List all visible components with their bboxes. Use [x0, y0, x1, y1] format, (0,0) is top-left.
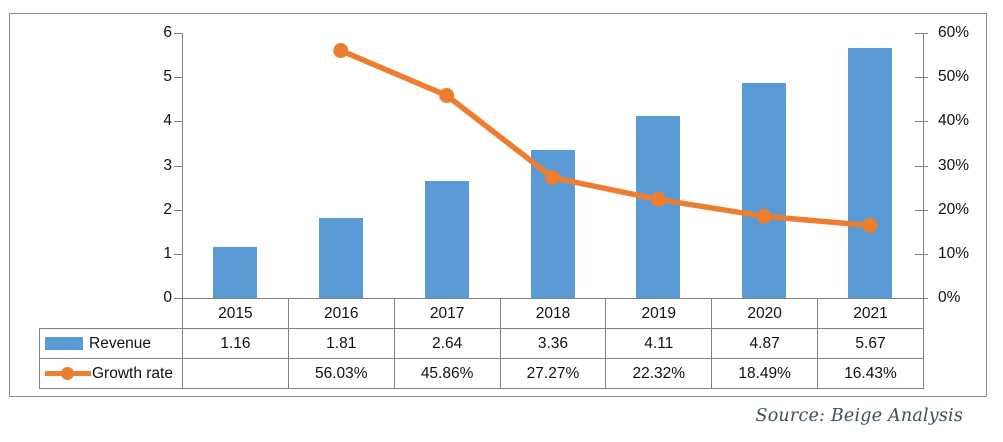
revenue-value-cell: 5.67 [817, 328, 924, 359]
year-header-cell: 2015 [182, 298, 289, 329]
legend-label: Growth rate [92, 364, 173, 382]
left-axis-tick [174, 209, 183, 211]
right-axis-tick-label: 60% [938, 24, 970, 41]
growth-rate-point [862, 217, 878, 233]
year-header-row: 2015 2016 2017 2018 2019 2020 2021 [40, 298, 924, 329]
legend-cell: Growth rate [39, 358, 183, 389]
left-axis-tick [174, 33, 183, 34]
year-header-cell: 2021 [817, 298, 924, 329]
legend-cell: Revenue [39, 328, 183, 359]
year-header-cell: 2018 [499, 298, 607, 329]
left-axis-tick [174, 298, 183, 299]
revenue-bar-2019 [636, 116, 681, 298]
revenue-value-cell: 2.64 [393, 328, 501, 359]
growth-rate-value-cell: 16.43% [817, 358, 924, 389]
left-axis-tick [174, 253, 183, 255]
left-axis-tick-label: 6 [163, 24, 172, 41]
legend-key: Growth rate [41, 364, 182, 383]
revenue-value-cell: 1.81 [287, 328, 395, 359]
revenue-bar-2020 [742, 82, 787, 298]
growth-rate-marker-icon [45, 367, 91, 380]
right-axis-tick-label: 20% [938, 200, 970, 218]
revenue-swatch-icon [45, 337, 83, 350]
revenue-value-cell: 1.16 [182, 328, 289, 359]
left-axis-tick-label: 2 [163, 200, 172, 218]
source-note: Source: Beige Analysis [755, 406, 963, 426]
right-axis-tick-label: 10% [938, 244, 970, 262]
right-axis-tick-label: 40% [938, 112, 970, 130]
revenue-bar-2016 [318, 218, 363, 298]
legend-key: Revenue [41, 334, 182, 353]
data-table: 2015 2016 2017 2018 2019 2020 2021 Revenue 1.16 1… [39, 298, 924, 389]
growth-rate-value-cell: 56.03% [287, 358, 395, 389]
left-axis-tick-label: 4 [163, 112, 172, 130]
table-row-growth-rate: Growth rate 56.03% 45.86% 27.27% 22.32% 18.49… [39, 358, 924, 389]
left-axis-tick [174, 77, 183, 79]
revenue-value-cell: 4.87 [711, 328, 819, 359]
growth-rate-point [650, 191, 666, 207]
growth-rate-value-cell [182, 358, 289, 389]
year-header-cell: 2020 [711, 298, 819, 329]
growth-rate-line [339, 48, 871, 229]
revenue-value-cell: 4.11 [605, 328, 713, 359]
right-axis-tick [915, 209, 928, 211]
right-axis-tick-label: 30% [938, 156, 970, 174]
growth-rate-point [756, 208, 772, 224]
growth-rate-point [333, 43, 349, 59]
revenue-bar-2021 [848, 47, 893, 298]
left-axis-tick-label: 3 [163, 156, 172, 174]
table-row-revenue: Revenue 1.16 1.81 2.64 3.36 4.11 4.87 5.67 [39, 328, 924, 359]
revenue-bar-2017 [424, 181, 469, 298]
year-header-cell: 2017 [393, 298, 501, 329]
growth-rate-value-cell: 18.49% [711, 358, 819, 389]
revenue-value-cell: 3.36 [499, 328, 607, 359]
growth-rate-line-layer [333, 43, 878, 233]
right-axis-tick [915, 253, 928, 255]
right-axis-tick [915, 77, 928, 79]
right-axis-tick-label: 0% [938, 289, 961, 306]
right-axis-tick [915, 298, 928, 299]
left-axis-tick [174, 165, 183, 167]
legend-label: Revenue [89, 334, 152, 352]
right-axis-tick [915, 165, 928, 167]
right-axis-tick [915, 33, 928, 34]
revenue-bar-2015 [212, 246, 257, 298]
year-header-cell: 2019 [605, 298, 713, 329]
year-header-cell: 2016 [287, 298, 395, 329]
left-axis-tick [174, 121, 183, 123]
right-axis-tick [915, 121, 928, 123]
left-axis-tick-label: 0 [163, 289, 172, 306]
growth-rate-value-cell: 22.32% [605, 358, 713, 389]
left-axis-tick-label: 1 [163, 244, 172, 262]
right-axis-tick-label: 50% [938, 68, 970, 86]
growth-rate-value-cell: 27.27% [499, 358, 607, 389]
growth-rate-value-cell: 45.86% [393, 358, 501, 389]
growth-rate-point [439, 87, 455, 103]
line-dot-icon [61, 367, 74, 380]
left-axis-tick-label: 5 [163, 68, 172, 86]
growth-rate-point [545, 170, 560, 186]
